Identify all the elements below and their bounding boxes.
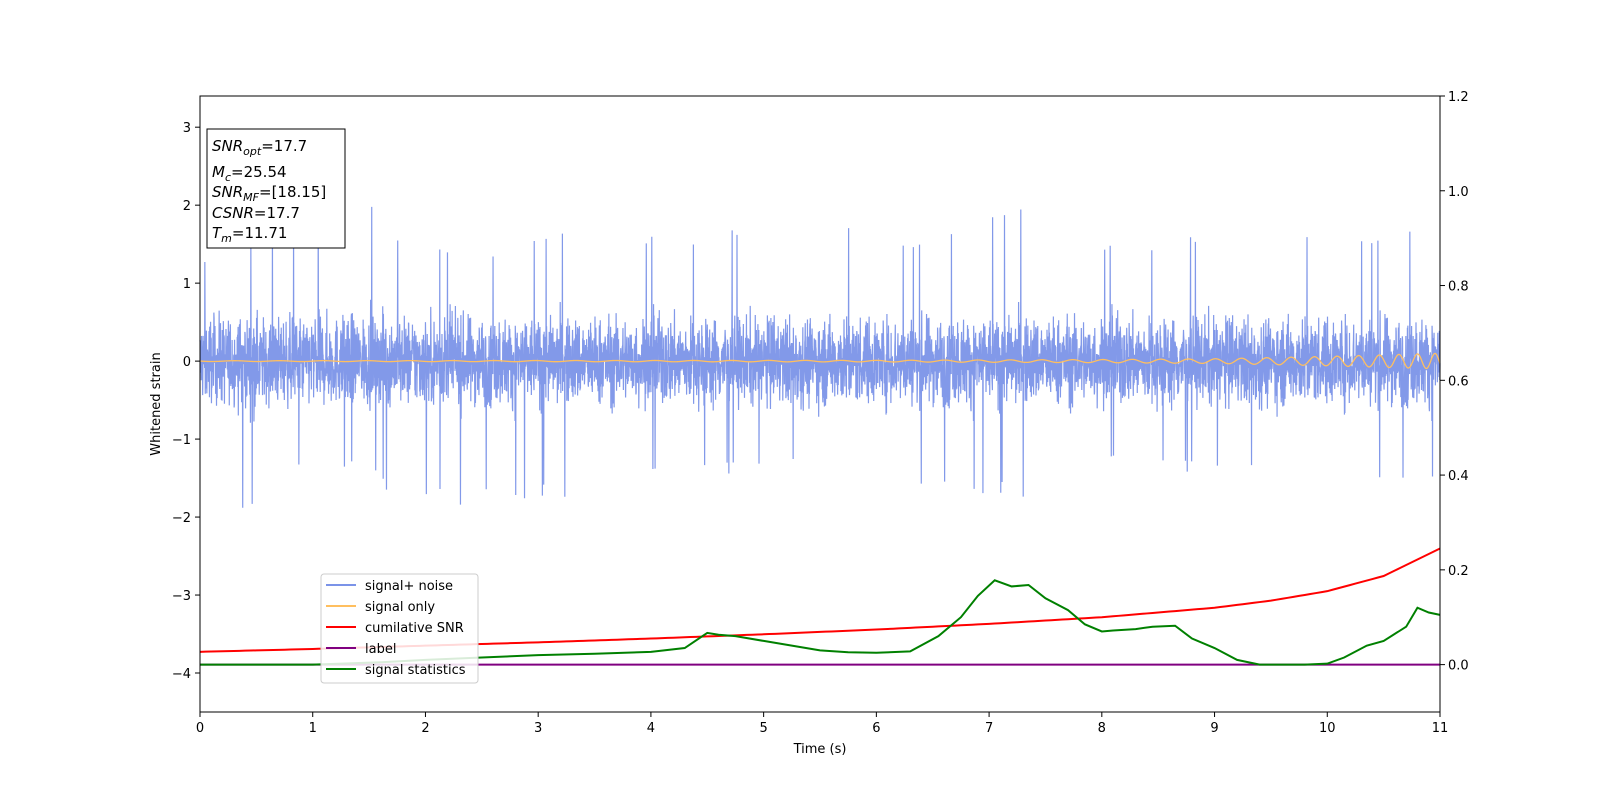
csnr-base: CSNR <box>212 204 254 222</box>
x-axis-label: Time (s) <box>793 742 847 757</box>
y-axis-left: 3 2 1 0 −1 −2 −3 −4 <box>172 121 200 682</box>
tm-value: =11.71 <box>232 224 288 242</box>
y-tick-label: 3 <box>183 121 191 136</box>
annotation-frame <box>206 128 346 249</box>
tm-base: T <box>212 224 223 242</box>
csnr-value: =17.7 <box>254 204 300 222</box>
y2-tick-label: 0.4 <box>1448 469 1469 484</box>
series-signal-noise <box>199 204 1441 508</box>
annotation-snr-mf: SNRMF=[18.15] <box>212 183 326 204</box>
y-tick-label: −1 <box>172 433 191 448</box>
annotation-box: SNRopt=17.7 Mc=25.54 SNRMF=[18.15] CSNR=… <box>206 128 346 249</box>
annotation-snr-opt: SNRopt=17.7 <box>212 137 307 158</box>
y-axis-label: Whitened strain <box>149 352 164 455</box>
x-tick-label: 5 <box>759 721 767 736</box>
x-tick-label: 10 <box>1319 721 1336 736</box>
y2-tick-label: 0.6 <box>1448 374 1469 389</box>
y2-tick-label: 0.8 <box>1448 280 1469 295</box>
legend-label-signal-only: signal only <box>365 600 435 615</box>
x-tick-label: 6 <box>872 721 880 736</box>
y2-tick-label: 0.0 <box>1448 659 1469 674</box>
x-tick-label: 4 <box>647 721 655 736</box>
x-tick-label: 7 <box>985 721 993 736</box>
legend-label-signal-noise: signal+ noise <box>365 579 453 594</box>
x-tick-label: 11 <box>1432 721 1449 736</box>
y-tick-label: −2 <box>172 511 191 526</box>
annotation-csnr: CSNR=17.7 <box>212 204 300 222</box>
legend-label-label: label <box>365 642 396 657</box>
y2-tick-label: 0.2 <box>1448 564 1469 579</box>
y-tick-label: −3 <box>172 589 191 604</box>
x-tick-label: 9 <box>1210 721 1218 736</box>
x-tick-label: 2 <box>421 721 429 736</box>
y2-tick-label: 1.2 <box>1448 90 1469 105</box>
x-tick-label: 3 <box>534 721 542 736</box>
legend-label-cumulative-snr: cumilative SNR <box>365 621 464 636</box>
y-tick-label: −4 <box>172 667 191 682</box>
snr-mf-sub: MF <box>243 191 259 204</box>
mc-base: M <box>212 163 225 181</box>
tm-sub: m <box>221 232 232 245</box>
snr-opt-value: =17.7 <box>261 137 307 155</box>
x-tick-label: 1 <box>309 721 317 736</box>
legend-label-signal-statistics: signal statistics <box>365 663 466 678</box>
snr-opt-sub: opt <box>243 145 262 158</box>
y-tick-label: 1 <box>183 277 191 292</box>
annotation-tm: Tm=11.71 <box>212 224 287 245</box>
annotation-mc: Mc=25.54 <box>212 163 287 184</box>
y2-tick-label: 1.0 <box>1448 185 1469 200</box>
x-tick-label: 8 <box>1098 721 1106 736</box>
mc-value: =25.54 <box>231 163 287 181</box>
series-signal-only <box>199 352 1441 370</box>
legend: signal+ noise signal only cumilative SNR… <box>320 573 479 684</box>
snr-opt-base: SNR <box>212 137 243 155</box>
snr-mf-base: SNR <box>212 183 243 201</box>
y-axis-right: 1.2 1.0 0.8 0.6 0.4 0.2 0.0 <box>1440 90 1469 674</box>
x-axis: 0 1 2 3 4 5 6 7 8 9 10 11 <box>196 712 1448 736</box>
y-tick-label: 0 <box>183 355 191 370</box>
legend-frame <box>320 573 479 684</box>
plot-frame <box>199 95 1441 713</box>
x-tick-label: 0 <box>196 721 204 736</box>
mc-sub: c <box>225 171 231 184</box>
y-tick-label: 2 <box>183 199 191 214</box>
snr-mf-value: =[18.15] <box>259 183 326 201</box>
series-signal-statistics <box>200 579 1441 666</box>
